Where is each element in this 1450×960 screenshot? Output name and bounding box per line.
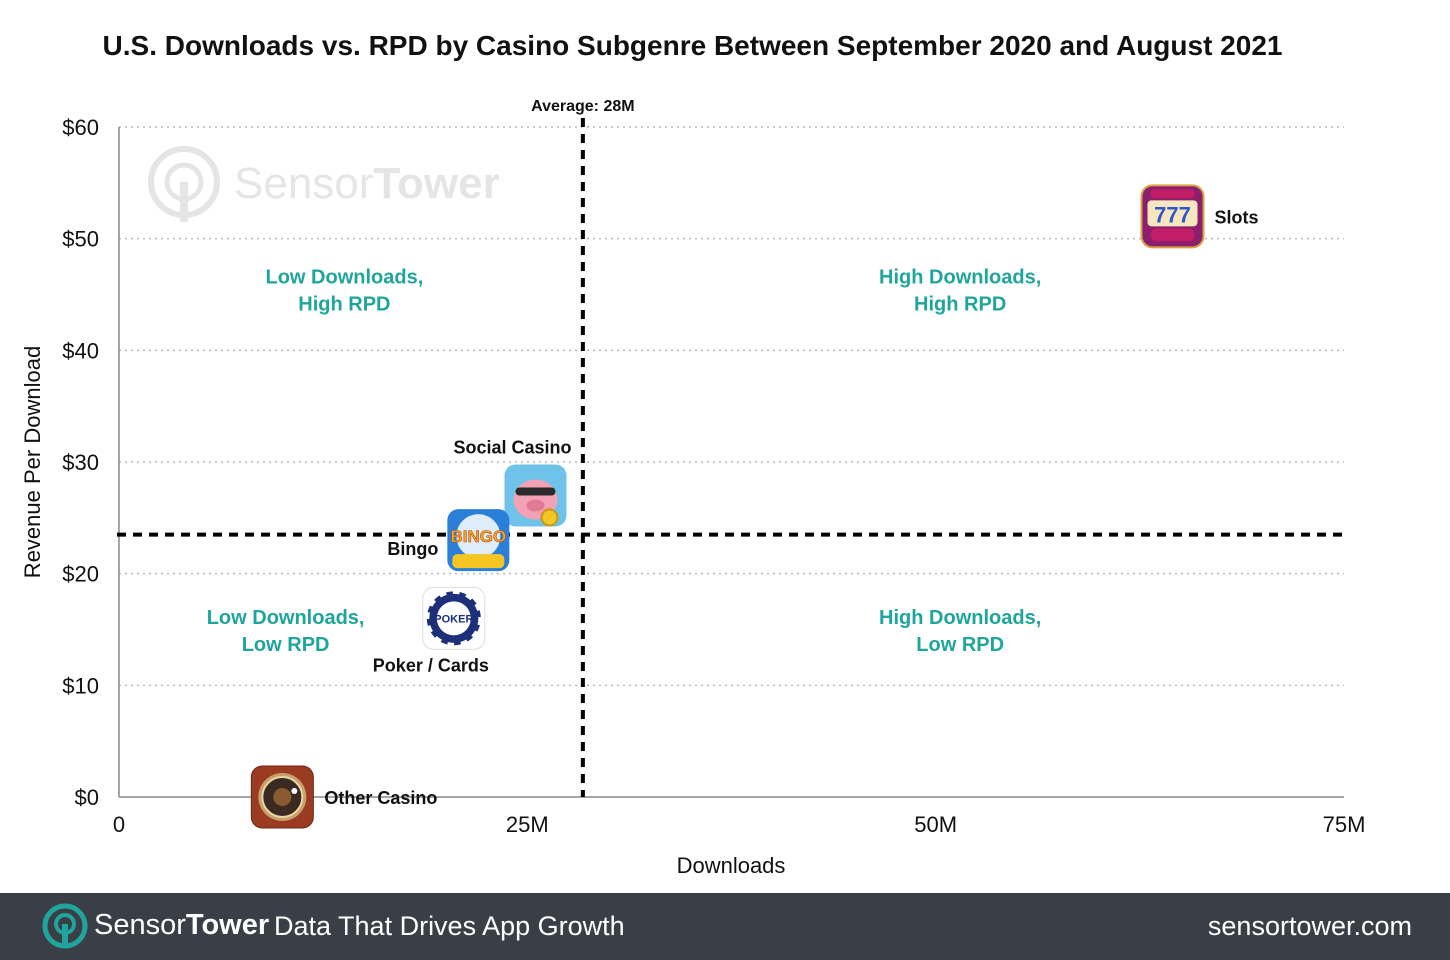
roulette-icon <box>250 765 314 829</box>
data-point-label: Bingo <box>387 539 438 559</box>
data-points: 777 Slots Social Casino BINGO Bingo POKER Poke… <box>250 184 1259 829</box>
data-point-label: Slots <box>1215 207 1259 227</box>
y-tick-label: $0 <box>75 785 99 810</box>
chart-title: U.S. Downloads vs. RPD by Casino Subgenr… <box>102 30 1283 61</box>
quadrant-label-line: Low RPD <box>242 634 330 656</box>
svg-text:POKER: POKER <box>434 613 473 625</box>
watermark-logo: SensorTower <box>148 146 500 222</box>
quadrant-label: High Downloads, Low RPD <box>879 607 1041 656</box>
svg-text:BINGO: BINGO <box>450 527 506 546</box>
data-point-social-casino[interactable]: Social Casino <box>453 438 572 527</box>
footer-brand-bold: Tower <box>185 909 270 941</box>
y-tick-label: $50 <box>62 227 99 252</box>
data-point-label: Other Casino <box>324 788 437 808</box>
watermark-brand-bold: Tower <box>373 159 499 208</box>
data-point-label: Social Casino <box>453 438 571 458</box>
quadrant-label-line: High RPD <box>914 293 1006 315</box>
quadrant-label-line: Low Downloads, <box>207 607 365 629</box>
y-axis-label: Revenue Per Download <box>20 346 45 578</box>
data-point-slots[interactable]: 777 Slots <box>1140 184 1259 249</box>
bingo-blitz-icon: BINGO <box>447 509 510 572</box>
grid-lines <box>119 126 1344 687</box>
y-tick-label: $10 <box>62 673 99 698</box>
footer-tagline: Data That Drives App Growth <box>274 911 625 941</box>
quadrant-label-line: High Downloads, <box>879 607 1041 629</box>
watermark-tower-icon <box>148 146 220 218</box>
y-tick-label: $40 <box>62 338 99 363</box>
quadrant-label: Low Downloads, Low RPD <box>207 607 365 656</box>
y-tick-label: $60 <box>62 115 99 140</box>
y-tick-label: $30 <box>62 450 99 475</box>
x-tick-label: 75M <box>1323 812 1366 837</box>
quadrant-label-line: High RPD <box>298 293 390 315</box>
sensortower-logo-icon <box>42 903 88 949</box>
data-point-label: Poker / Cards <box>373 655 489 675</box>
x-tick-label: 0 <box>113 812 125 837</box>
data-point-other-casino[interactable]: Other Casino <box>250 765 437 829</box>
footer-brand-light: Sensor <box>94 909 186 941</box>
average-downloads-label: Average: 28M <box>531 98 634 115</box>
footer-url-link[interactable]: sensortower.com <box>1207 911 1412 941</box>
data-point-bingo[interactable]: BINGO Bingo <box>387 509 510 572</box>
scatter-chart: SensorTower $0$10$20$30$40$50$600 25M 50M 7… <box>20 98 1365 878</box>
footer-brand[interactable]: SensorTower <box>94 909 269 942</box>
svg-text:SensorTower: SensorTower <box>234 159 500 208</box>
coin-master-icon <box>504 464 567 527</box>
x-tick-label: 50M <box>914 812 957 837</box>
reference-lines: Average: 28M <box>117 98 1344 797</box>
x-axis-label: Downloads <box>677 853 786 878</box>
y-tick-label: $20 <box>62 562 99 587</box>
watermark-brand-light: Sensor <box>234 159 373 208</box>
slotomania-icon: 777 <box>1140 184 1205 249</box>
wsop-poker-icon: POKER <box>422 586 486 650</box>
quadrant-label: Low Downloads, High RPD <box>266 266 424 315</box>
svg-text:777: 777 <box>1154 202 1191 227</box>
quadrant-label-line: Low RPD <box>916 634 1004 656</box>
quadrant-label: High Downloads, High RPD <box>879 266 1041 315</box>
data-point-poker-cards[interactable]: POKER Poker / Cards <box>373 586 489 675</box>
quadrant-label-line: Low Downloads, <box>266 266 424 288</box>
quadrant-label-line: High Downloads, <box>879 266 1041 288</box>
footer-bar: SensorTower Data That Drives App Growth … <box>0 893 1450 960</box>
axes: $0 $10 $20 $30 $40 $50 $60 0 25M 50M 75M <box>62 115 1365 837</box>
x-tick-label: 25M <box>506 812 549 837</box>
